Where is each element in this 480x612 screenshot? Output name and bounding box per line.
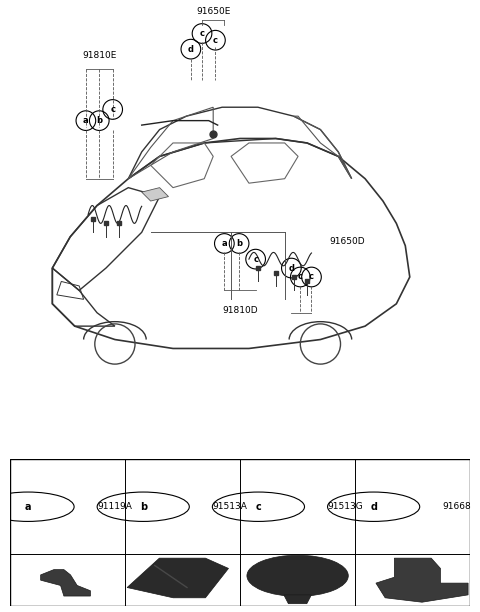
Text: a: a [25,502,31,512]
Text: 91810D: 91810D [222,306,258,315]
Text: d: d [188,45,194,54]
Text: c: c [253,255,258,264]
Text: b: b [96,116,102,125]
Text: 91119A: 91119A [97,502,132,511]
Text: 91513G: 91513G [327,502,363,511]
Text: b: b [140,502,147,512]
Polygon shape [127,558,228,598]
Polygon shape [284,595,312,603]
Text: d: d [288,264,294,272]
Polygon shape [41,570,90,596]
Ellipse shape [247,555,348,596]
FancyBboxPatch shape [10,459,470,606]
Text: c: c [110,105,115,114]
Text: c: c [255,502,261,512]
Text: 91668: 91668 [443,502,471,511]
Text: 91650E: 91650E [196,7,230,16]
Text: b: b [236,239,242,248]
Text: c: c [298,272,303,282]
Text: c: c [200,29,204,38]
Text: 91513A: 91513A [212,502,247,511]
Text: c: c [309,272,314,282]
Text: a: a [83,116,89,125]
Text: 91810E: 91810E [82,51,117,61]
Text: d: d [370,502,377,512]
Text: a: a [222,239,227,248]
Polygon shape [376,558,468,602]
Text: 91650D: 91650D [329,237,365,246]
Text: c: c [213,35,218,45]
Polygon shape [142,188,168,201]
